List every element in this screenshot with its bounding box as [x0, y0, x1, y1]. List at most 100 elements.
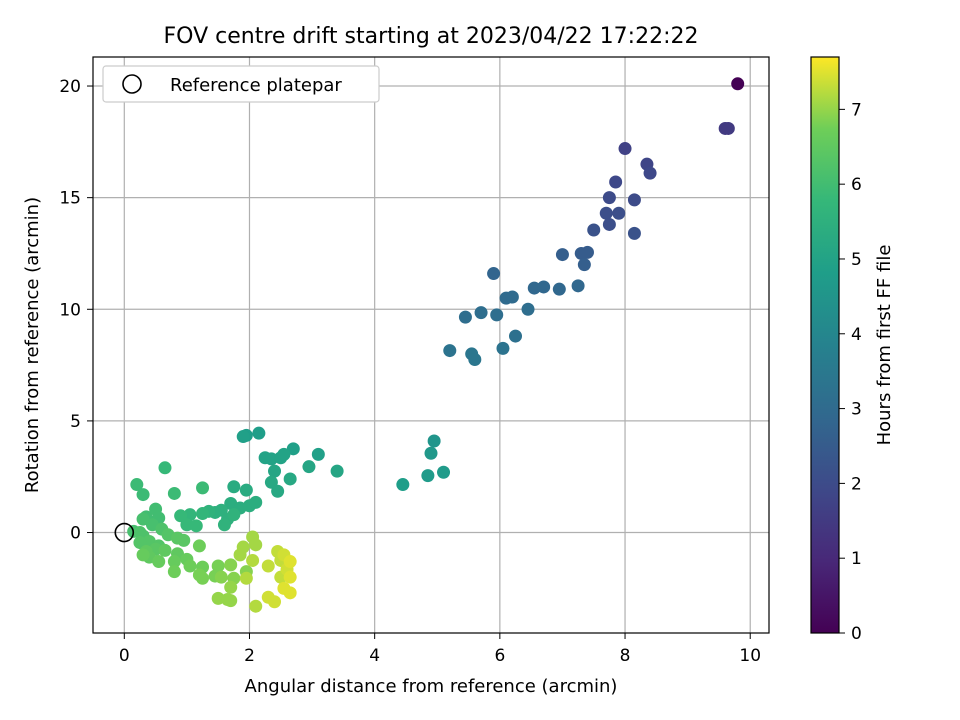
data-point: [283, 586, 297, 600]
data-point: [468, 353, 482, 367]
colorbar-tick-label: 3: [851, 400, 862, 420]
x-axis-ticks: 0 2 4 6 8 10: [119, 633, 761, 666]
data-point: [224, 558, 238, 572]
data-point: [158, 461, 172, 475]
data-point: [239, 571, 253, 585]
data-point: [521, 302, 535, 316]
data-point: [286, 442, 300, 456]
data-point: [268, 595, 282, 609]
data-point: [487, 267, 501, 281]
reference-platepar-marker: [114, 522, 135, 543]
data-points: [127, 77, 745, 613]
data-point: [587, 223, 601, 237]
data-point: [612, 206, 626, 220]
colorbar: 0 1 2 3 4 5 6 7 Hours from first FF file: [810, 56, 895, 644]
colorbar-tick-label: 7: [851, 100, 862, 120]
data-point: [196, 507, 210, 521]
legend-box: [102, 65, 380, 103]
data-point: [224, 594, 238, 608]
x-tick-label: 10: [739, 646, 761, 666]
data-point: [437, 465, 451, 479]
data-point: [609, 175, 623, 189]
data-point: [283, 555, 297, 569]
data-point: [421, 469, 435, 483]
data-point: [330, 464, 344, 478]
data-point: [602, 217, 616, 231]
data-point: [627, 193, 641, 207]
colorbar-tick-label: 1: [851, 549, 862, 569]
colorbar-tick-label: 6: [851, 175, 862, 195]
data-point: [233, 548, 247, 562]
data-point: [249, 538, 263, 552]
data-point: [239, 483, 253, 497]
chart-title: FOV centre drift starting at 2023/04/22 …: [164, 24, 699, 49]
data-point: [552, 282, 566, 296]
data-point: [192, 539, 206, 553]
data-point: [602, 191, 616, 205]
data-point: [311, 447, 325, 461]
data-point: [537, 280, 551, 294]
data-point: [277, 447, 291, 461]
colorbar-gradient: [810, 56, 840, 634]
x-tick-label: 4: [369, 646, 380, 666]
data-point: [217, 518, 231, 532]
colorbar-tick-label: 0: [851, 624, 862, 644]
colorbar-ticks: 0 1 2 3 4 5 6 7: [839, 100, 862, 644]
data-point: [490, 308, 504, 322]
data-point: [136, 512, 150, 526]
x-tick-label: 0: [119, 646, 130, 666]
colorbar-label: Hours from first FF file: [874, 245, 895, 446]
colorbar-tick-label: 5: [851, 250, 862, 270]
y-tick-label: 15: [59, 189, 81, 209]
data-point: [180, 518, 194, 532]
y-tick-label: 10: [59, 300, 81, 320]
data-point: [427, 434, 441, 448]
data-point: [152, 555, 166, 569]
x-tick-label: 8: [620, 646, 631, 666]
data-point: [271, 484, 285, 498]
y-tick-label: 20: [59, 77, 81, 97]
data-point: [227, 480, 241, 494]
data-point: [580, 245, 594, 259]
data-point: [196, 571, 210, 585]
data-point: [721, 121, 735, 135]
data-point: [396, 478, 410, 492]
data-point: [458, 310, 472, 324]
data-point: [183, 559, 197, 573]
y-tick-label: 0: [70, 524, 81, 544]
data-point: [214, 570, 228, 584]
data-point: [167, 555, 181, 569]
data-point: [555, 248, 569, 262]
legend-marker: [122, 74, 142, 94]
data-point: [577, 258, 591, 272]
data-point: [158, 543, 172, 557]
data-point: [246, 553, 260, 567]
y-axis-label: Rotation from reference (arcmin): [22, 197, 43, 493]
data-point: [252, 426, 266, 440]
data-point: [443, 344, 457, 358]
data-point: [136, 548, 150, 562]
data-point: [196, 481, 210, 495]
data-point: [599, 206, 613, 220]
x-tick-label: 6: [494, 646, 505, 666]
data-point: [249, 495, 263, 509]
data-point: [627, 226, 641, 240]
data-point: [283, 570, 297, 584]
data-point: [509, 329, 522, 343]
colorbar-tick-label: 2: [851, 474, 862, 494]
legend-label: Reference platepar: [170, 75, 342, 96]
data-point: [211, 559, 225, 573]
data-point: [283, 472, 297, 486]
data-point: [227, 508, 241, 522]
colorbar-tick-label: 4: [851, 325, 862, 345]
data-point: [424, 446, 438, 460]
data-point: [224, 580, 238, 594]
y-tick-label: 5: [70, 412, 81, 432]
data-point: [136, 488, 150, 502]
data-point: [236, 430, 250, 444]
data-point: [130, 478, 144, 492]
data-point: [505, 290, 519, 304]
data-point: [268, 464, 282, 478]
data-point: [167, 565, 181, 579]
